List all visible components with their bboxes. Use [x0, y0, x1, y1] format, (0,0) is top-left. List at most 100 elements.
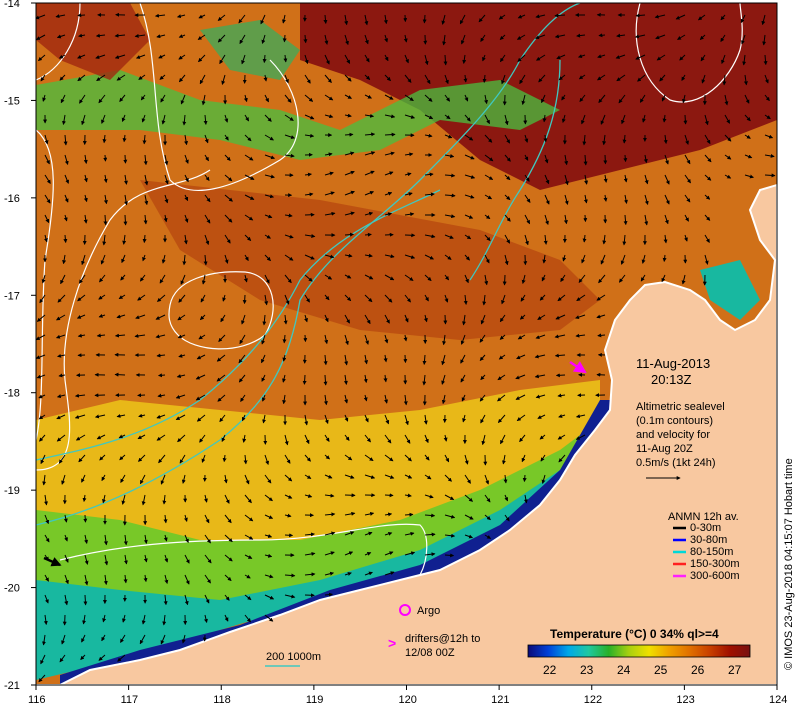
sst-cyan-band	[36, 430, 590, 680]
velocity-arrow	[504, 514, 510, 522]
velocity-arrow	[64, 154, 69, 166]
velocity-arrow	[444, 274, 450, 281]
velocity-arrow	[764, 94, 770, 102]
velocity-arrow	[384, 294, 393, 303]
velocity-arrow	[116, 314, 126, 319]
velocity-arrow	[261, 374, 266, 382]
velocity-arrow	[600, 114, 606, 125]
velocity-arrow	[537, 314, 546, 320]
velocity-arrow	[460, 334, 466, 345]
velocity-arrow	[344, 394, 349, 404]
velocity-arrow	[444, 533, 456, 538]
velocity-arrow	[384, 512, 393, 517]
velocity-arrow	[161, 254, 166, 264]
velocity-arrow	[74, 414, 86, 419]
velocity-arrow	[61, 114, 66, 126]
velocity-arrow	[284, 494, 293, 499]
velocity-arrow	[424, 54, 429, 66]
velocity-arrow	[442, 34, 447, 46]
velocity-arrow	[524, 194, 531, 203]
velocity-arrow	[224, 194, 233, 202]
velocity-arrow	[763, 54, 768, 66]
velocity-arrow	[424, 454, 430, 461]
velocity-arrow	[561, 114, 566, 123]
velocity-arrow	[383, 14, 388, 25]
sst-bay-cold	[700, 260, 760, 320]
velocity-arrow	[263, 74, 268, 82]
velocity-arrow	[662, 114, 667, 123]
velocity-arrow	[155, 334, 166, 339]
velocity-arrow	[744, 114, 751, 122]
velocity-arrow	[324, 314, 329, 323]
velocity-arrow	[383, 354, 388, 363]
velocity-arrow	[344, 151, 355, 156]
velocity-arrow	[541, 94, 546, 104]
velocity-arrow	[95, 33, 106, 38]
velocity-arrow	[64, 174, 69, 184]
velocity-arrow	[464, 94, 469, 102]
velocity-arrow	[324, 191, 335, 196]
velocity-arrow	[534, 354, 546, 359]
velocity-arrow	[554, 353, 566, 358]
velocity-arrow	[62, 254, 67, 265]
velocity-arrow	[558, 454, 566, 463]
velocity-arrow	[284, 533, 294, 538]
legend-item-label: 30-80m	[690, 534, 727, 546]
velocity-arrow	[484, 154, 494, 162]
velocity-arrow	[59, 74, 66, 81]
velocity-arrow	[682, 94, 686, 104]
velocity-arrow	[704, 154, 712, 163]
velocity-arrow	[704, 114, 709, 126]
velocity-arrow	[282, 374, 286, 383]
velocity-arrow	[284, 213, 293, 218]
velocity-arrow	[679, 54, 686, 61]
velocity-arrow	[364, 211, 374, 216]
velocity-arrow	[520, 294, 526, 302]
sst-warm-center	[140, 180, 600, 340]
velocity-arrow	[464, 114, 471, 122]
velocity-arrow	[516, 34, 526, 40]
velocity-arrow	[242, 434, 247, 443]
velocity-arrow	[583, 194, 588, 204]
velocity-arrow	[598, 33, 606, 38]
velocity-arrow	[304, 254, 315, 260]
velocity-arrow	[640, 274, 646, 282]
velocity-arrow	[56, 434, 66, 442]
velocity-arrow	[164, 174, 169, 185]
velocity-arrow	[144, 194, 149, 206]
velocity-arrow	[94, 414, 106, 419]
velocity-arrow	[219, 54, 226, 65]
velocity-arrow	[444, 214, 456, 219]
velocity-arrow	[539, 434, 546, 440]
velocity-arrow	[262, 54, 267, 64]
velocity-arrow	[384, 274, 395, 281]
velocity-arrow	[637, 74, 646, 82]
velocity-arrow	[83, 174, 88, 183]
velocity-arrow	[83, 154, 88, 164]
velocity-arrow	[143, 554, 148, 563]
velocity-arrow	[180, 94, 186, 105]
velocity-arrow	[201, 274, 206, 285]
velocity-arrow	[464, 474, 471, 484]
velocity-arrow	[138, 74, 146, 80]
velocity-arrow	[240, 394, 246, 402]
velocity-arrow	[724, 174, 732, 179]
velocity-arrow	[98, 294, 106, 300]
velocity-arrow	[441, 374, 446, 385]
velocity-arrow	[324, 474, 333, 479]
velocity-arrow	[98, 94, 106, 104]
velocity-arrow	[654, 14, 666, 19]
velocity-arrow	[464, 534, 474, 539]
velocity-arrow	[575, 414, 586, 419]
velocity-arrow	[239, 334, 246, 345]
velocity-arrow	[582, 134, 587, 146]
velocity-arrow	[283, 314, 288, 325]
info-line: and velocity for	[636, 429, 710, 441]
velocity-arrow	[422, 354, 427, 365]
velocity-arrow	[543, 134, 548, 143]
velocity-arrow	[344, 170, 355, 176]
velocity-arrow	[441, 14, 446, 25]
velocity-arrow	[344, 454, 353, 461]
velocity-arrow	[324, 211, 336, 216]
velocity-arrow	[497, 414, 506, 424]
